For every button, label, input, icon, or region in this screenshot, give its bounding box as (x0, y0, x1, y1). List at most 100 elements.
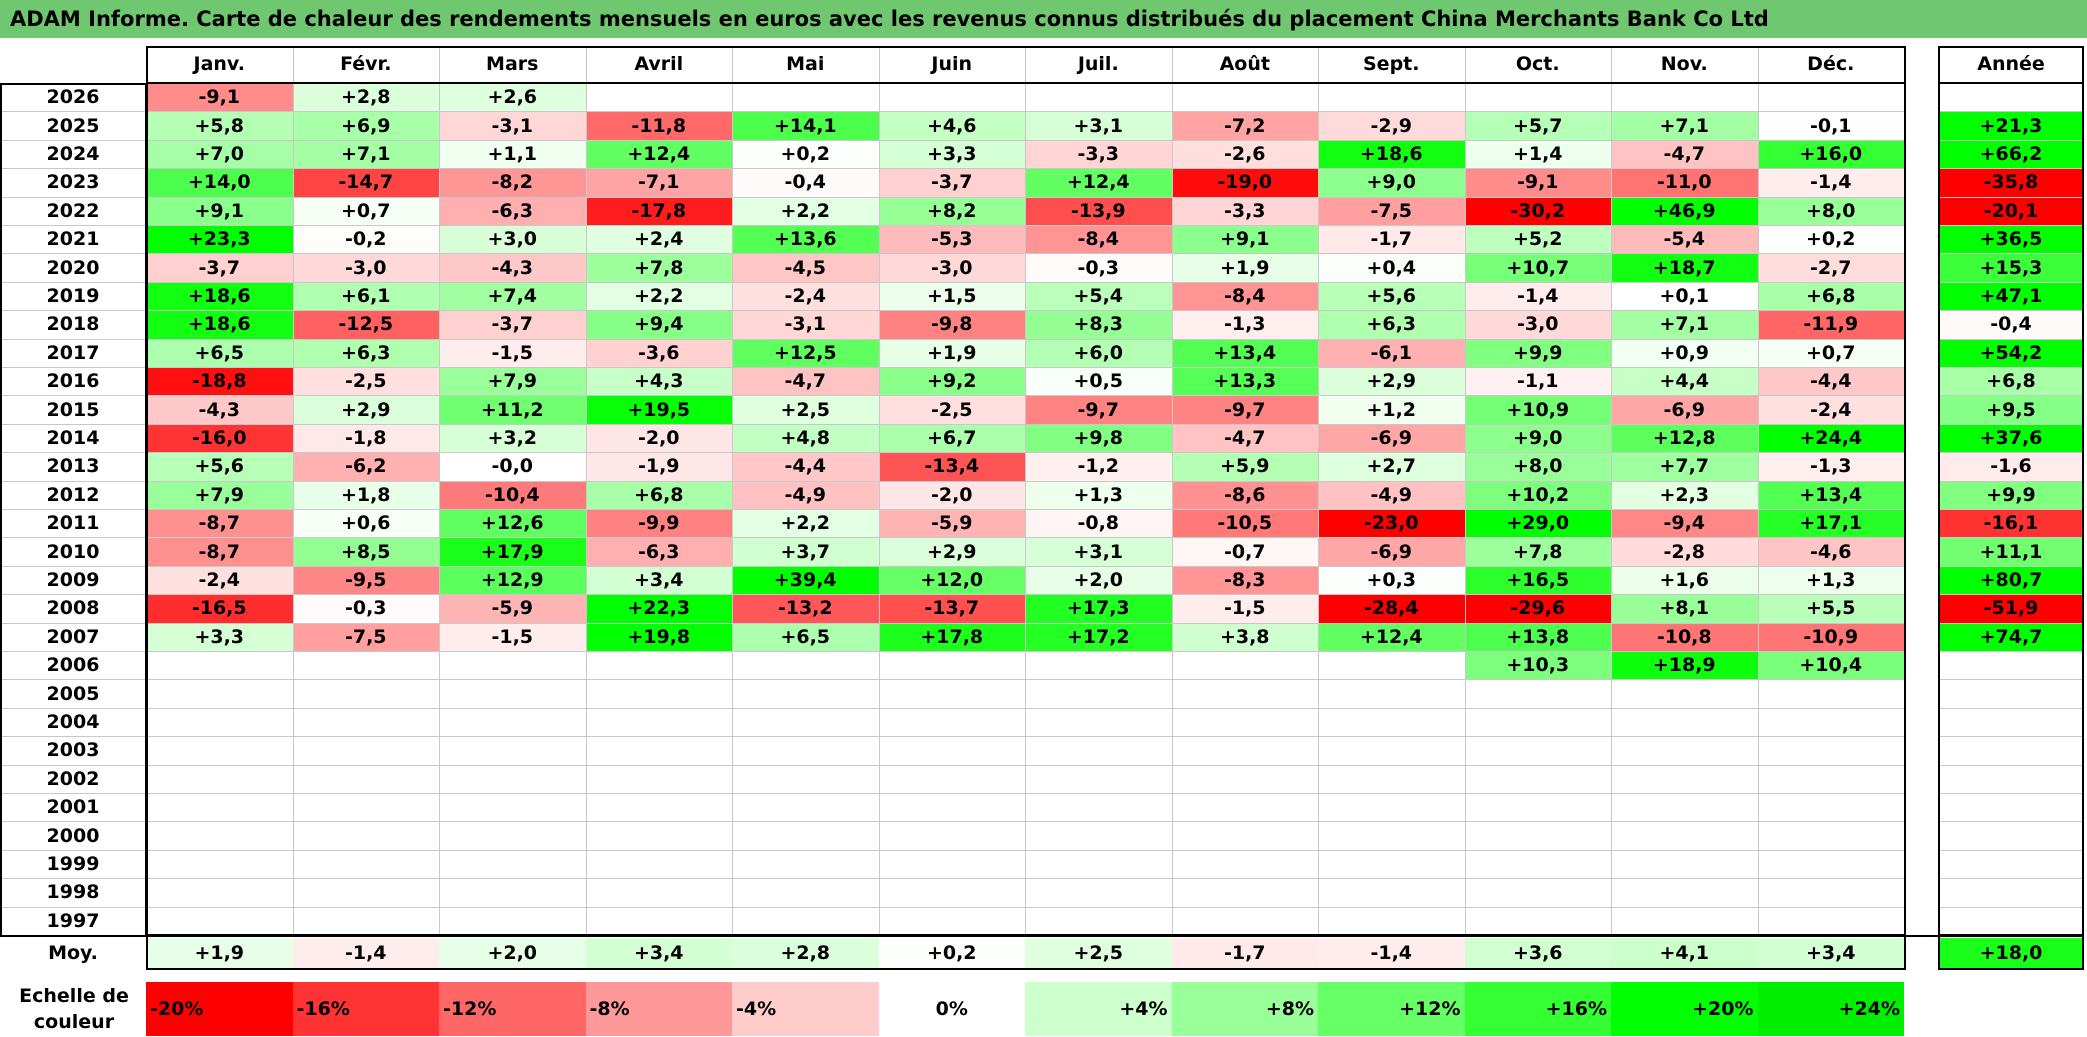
annual-cell (1938, 878, 2084, 907)
heatmap-cell (1757, 793, 1904, 822)
heatmap-cell: +0,3 (1318, 565, 1465, 595)
annual-cell: +66,2 (1938, 139, 2084, 169)
column-header: Sept. (1363, 53, 1420, 75)
heatmap-cell: +6,5 (146, 338, 293, 367)
heatmap-cell (1757, 878, 1904, 907)
heatmap-cell: +6,8 (585, 480, 732, 509)
row-divider (0, 764, 146, 766)
heatmap-cell: +17,3 (1025, 594, 1172, 623)
heatmap-cell: +7,4 (439, 281, 586, 311)
heatmap-cell: +18,9 (1611, 651, 1758, 680)
average-cell: +3,4 (1757, 938, 1904, 968)
annual-cell: -0,4 (1938, 310, 2084, 339)
heatmap-cell: -1,8 (292, 423, 439, 453)
chart-title: ADAM Informe. Carte de chaleur des rende… (0, 0, 2087, 38)
heatmap-cell: +1,9 (1171, 253, 1318, 282)
heatmap-cell: +3,7 (732, 537, 879, 566)
heatmap-cell: -8,6 (1171, 480, 1318, 509)
heatmap-cell: -4,6 (1757, 537, 1904, 566)
year-label: 1999 (46, 852, 100, 875)
heatmap-cell (585, 764, 732, 793)
heatmap-cell: -1,4 (1757, 168, 1904, 197)
row-divider (1938, 253, 2084, 255)
average-annual-cell: +18,0 (1938, 938, 2084, 968)
row-divider (0, 651, 146, 652)
heatmap-cell (292, 764, 439, 793)
heatmap-cell: +5,2 (1464, 225, 1611, 254)
heatmap-cell: +13,6 (732, 225, 879, 254)
heatmap-cell: -1,1 (1464, 367, 1611, 396)
heatmap-cell: +9,0 (1318, 168, 1465, 197)
heatmap-cell: -2,5 (292, 367, 439, 396)
heatmap-cell: +3,1 (1025, 111, 1172, 140)
row-divider (0, 480, 146, 482)
row-divider (0, 196, 146, 198)
heatmap-cell: +18,7 (1611, 253, 1758, 282)
heatmap-cell (1464, 849, 1611, 879)
row-divider (1938, 594, 2084, 596)
heatmap-cell: +18,6 (1318, 139, 1465, 169)
year-label: 2005 (46, 682, 100, 705)
heatmap-cell: +2,6 (439, 83, 586, 112)
row-divider (1938, 565, 2084, 567)
average-cell: +2,5 (1025, 938, 1172, 968)
heatmap-cell: +12,6 (439, 509, 586, 538)
heatmap-cell: +1,5 (878, 281, 1025, 311)
heatmap-cell (1025, 651, 1172, 680)
annual-column-header: Année (1977, 53, 2045, 75)
heatmap-cell: -6,9 (1318, 423, 1465, 453)
heatmap-cell: +9,8 (1025, 423, 1172, 453)
heatmap-cell (1171, 679, 1318, 708)
heatmap-cell: -9,4 (1611, 509, 1758, 538)
heatmap-cell: -7,1 (585, 168, 732, 197)
row-divider (0, 594, 146, 596)
heatmap-cell (1318, 83, 1465, 112)
heatmap-cell: +5,6 (146, 452, 293, 481)
heatmap-cell (732, 707, 879, 737)
row-divider (0, 395, 146, 397)
heatmap-cell: +10,2 (1464, 480, 1611, 509)
heatmap-cell (878, 679, 1025, 708)
heatmap-cell (732, 793, 879, 822)
heatmap-cell (1025, 878, 1172, 907)
heatmap-cell (439, 764, 586, 793)
average-cell: -1,4 (292, 938, 439, 968)
year-label: 2006 (46, 654, 100, 677)
heatmap-cell (1611, 679, 1758, 708)
heatmap-cell: +12,9 (439, 565, 586, 595)
heatmap-cell (146, 764, 293, 793)
year-label: 2016 (46, 370, 100, 393)
heatmap-cell: -11,0 (1611, 168, 1758, 197)
heatmap-cell: -4,4 (1757, 367, 1904, 396)
heatmap-cell (146, 906, 293, 935)
heatmap-cell: +2,9 (878, 537, 1025, 566)
row-divider (1938, 452, 2084, 454)
heatmap-cell: -2,4 (1757, 395, 1904, 424)
heatmap-cell (1025, 736, 1172, 765)
row-divider (1938, 821, 2084, 823)
heatmap-cell (1611, 906, 1758, 935)
heatmap-cell: +7,8 (585, 253, 732, 282)
heatmap-cell: -8,4 (1025, 225, 1172, 254)
annual-cell: +54,2 (1938, 338, 2084, 367)
annual-cell: -1,6 (1938, 452, 2084, 481)
heatmap-cell: +8,0 (1464, 452, 1611, 481)
heatmap-cell: +10,7 (1464, 253, 1611, 282)
heatmap-cell: +1,8 (292, 480, 439, 509)
year-label: 2000 (46, 824, 100, 847)
heatmap-cell: +2,2 (732, 196, 879, 225)
heatmap-cell: +6,0 (1025, 338, 1172, 367)
heatmap-cell: +1,1 (439, 139, 586, 169)
heatmap-cell: -2,4 (146, 565, 293, 595)
heatmap-cell: +13,8 (1464, 622, 1611, 651)
heatmap-cell: +3,3 (878, 139, 1025, 169)
column-header: Déc. (1807, 53, 1855, 75)
row-divider (0, 83, 146, 84)
heatmap-cell (1464, 707, 1611, 737)
heatmap-cell (292, 651, 439, 680)
heatmap-cell: +17,2 (1025, 622, 1172, 651)
row-divider (0, 225, 146, 226)
heatmap-cell (292, 821, 439, 850)
heatmap-cell: +19,8 (585, 622, 732, 651)
heatmap-cell: +3,3 (146, 622, 293, 651)
